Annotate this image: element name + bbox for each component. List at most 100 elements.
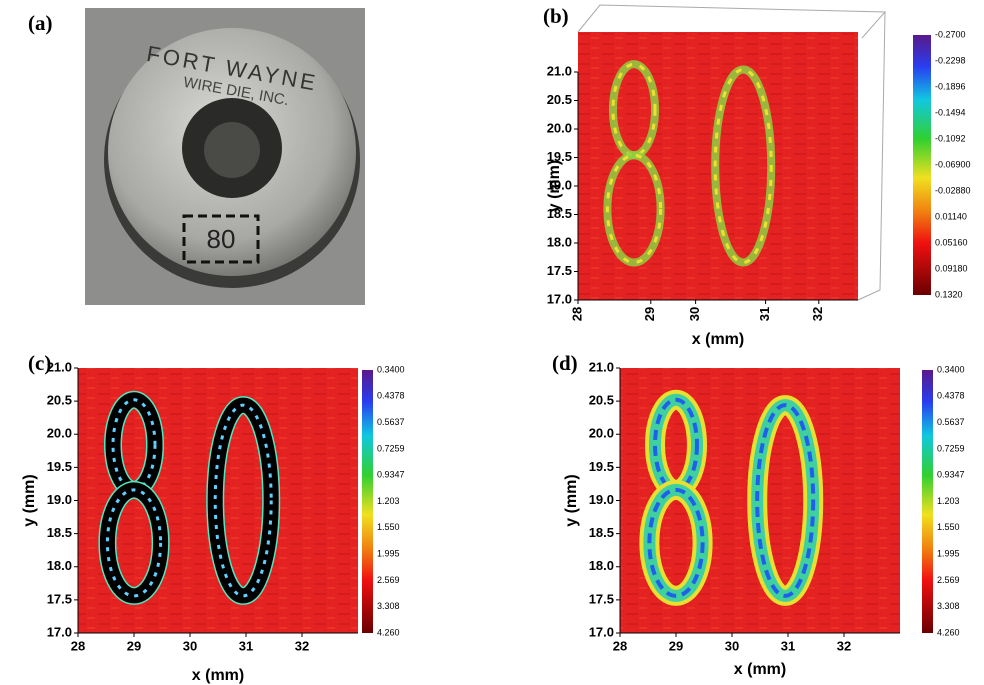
colorbar-label: -0.1896 <box>935 81 966 91</box>
y-tick-label: 17.5 <box>589 591 614 606</box>
panel-label: (c) <box>28 351 51 375</box>
y-axis-label: y (mm) <box>546 160 563 212</box>
colorbar-label: -0.2700 <box>935 29 966 39</box>
y-tick-label: 18.0 <box>589 558 614 573</box>
panel-label: (d) <box>552 351 578 375</box>
colorbar-label: 3.308 <box>937 601 960 611</box>
y-tick-label: 20.0 <box>547 120 572 135</box>
colorbar-label: -0.02880 <box>935 185 971 195</box>
x-tick-label: 30 <box>687 307 702 321</box>
colorbar <box>362 370 373 633</box>
y-tick-label: 18.5 <box>589 525 614 540</box>
y-tick-label: 19.5 <box>47 459 72 474</box>
colorbar-label: 3.308 <box>377 601 400 611</box>
colorbar-label: 4.260 <box>937 627 960 637</box>
colorbar-label: 0.7259 <box>937 443 965 453</box>
colorbar-label: 2.569 <box>937 575 960 585</box>
digit-stroke <box>755 403 816 598</box>
colorbar-label: 4.260 <box>377 627 400 637</box>
y-tick-label: 19.5 <box>547 149 572 164</box>
colorbar-label: -0.1092 <box>935 133 966 143</box>
colorbar-label: 0.7259 <box>377 443 405 453</box>
x-tick-label: 29 <box>642 307 657 321</box>
digit-stroke <box>713 68 773 264</box>
colorbar-label: 0.01140 <box>935 211 967 221</box>
y-tick-label: 21.0 <box>547 63 572 78</box>
colorbar-label: 0.9347 <box>937 470 965 480</box>
x-tick-label: 31 <box>239 638 253 653</box>
y-tick-label: 20.5 <box>547 92 572 107</box>
photo-text: 80 <box>207 224 236 254</box>
y-tick-label: 20.0 <box>589 426 614 441</box>
digit-stroke <box>647 487 705 598</box>
colorbar-label: 0.3400 <box>937 364 965 374</box>
colorbar-label: 0.5637 <box>937 417 965 427</box>
colorbar-label: 0.09180 <box>935 263 968 273</box>
colorbar-label: 0.9347 <box>377 470 405 480</box>
colorbar-label: 2.569 <box>377 575 400 585</box>
y-tick-label: 17.5 <box>47 591 72 606</box>
y-tick-label: 20.0 <box>47 426 72 441</box>
y-tick-label: 20.5 <box>47 393 72 408</box>
x-axis-label: x (mm) <box>734 661 786 678</box>
digit-stroke <box>213 403 273 598</box>
colorbar-label: 1.995 <box>377 548 400 558</box>
y-tick-label: 19.0 <box>47 492 72 507</box>
x-tick-label: 28 <box>71 638 85 653</box>
dashed-box <box>182 214 260 264</box>
x-tick-label: 32 <box>810 307 825 321</box>
y-tick-label: 19.0 <box>547 177 572 192</box>
x-tick-label: 29 <box>669 638 683 653</box>
x-axis-label: x (mm) <box>192 667 244 684</box>
y-axis-label: y (mm) <box>563 474 580 526</box>
colorbar-label: 1.550 <box>377 522 400 532</box>
colorbar-label: 1.550 <box>937 522 960 532</box>
y-tick-label: 17.0 <box>547 291 572 306</box>
colorbar <box>913 35 931 295</box>
y-tick-label: 21.0 <box>589 359 614 374</box>
y-tick-label: 17.0 <box>47 624 72 639</box>
x-tick-label: 31 <box>781 638 795 653</box>
y-tick-label: 21.0 <box>47 359 72 374</box>
colorbar-label: 1.203 <box>937 496 960 506</box>
y-tick-label: 19.0 <box>589 492 614 507</box>
y-tick-label: 20.5 <box>589 393 614 408</box>
colorbar-label: 0.3400 <box>377 364 405 374</box>
x-tick-label: 31 <box>757 307 772 321</box>
x-tick-label: 28 <box>613 638 627 653</box>
die-core <box>204 122 260 178</box>
x-tick-label: 32 <box>295 638 309 653</box>
colorbar-label: -0.1494 <box>935 107 966 117</box>
box-outline <box>577 4 887 301</box>
y-tick-label: 17.5 <box>547 263 572 278</box>
y-tick-label: 17.0 <box>589 624 614 639</box>
panel-label: (a) <box>28 11 53 35</box>
colorbar-label: 1.203 <box>377 496 400 506</box>
y-tick-label: 18.0 <box>47 558 72 573</box>
digit-stroke <box>611 62 657 157</box>
digit-stroke <box>605 153 663 264</box>
colorbar-label: 0.1320 <box>935 289 963 299</box>
x-axis-label: x (mm) <box>692 331 744 348</box>
colorbar-label: 0.4378 <box>937 391 965 401</box>
x-tick-label: 28 <box>569 307 584 321</box>
colorbar-label: 1.995 <box>937 548 960 558</box>
y-axis-label: y (mm) <box>21 474 38 526</box>
x-tick-label: 30 <box>183 638 197 653</box>
y-tick-label: 18.5 <box>547 206 572 221</box>
y-tick-label: 18.0 <box>547 234 572 249</box>
y-tick-label: 19.5 <box>589 459 614 474</box>
colorbar-label: 0.05160 <box>935 237 968 247</box>
colorbar <box>922 370 933 633</box>
x-tick-label: 29 <box>127 638 141 653</box>
colorbar-label: 0.4378 <box>377 391 405 401</box>
y-tick-label: 18.5 <box>47 525 72 540</box>
digit-stroke <box>105 488 163 598</box>
panel-label: (b) <box>543 4 569 28</box>
colorbar-label: -0.06900 <box>935 159 971 169</box>
colorbar-label: -0.2298 <box>935 55 966 65</box>
colorbar-label: 0.5637 <box>377 417 405 427</box>
x-tick-label: 30 <box>725 638 739 653</box>
x-tick-label: 32 <box>837 638 851 653</box>
